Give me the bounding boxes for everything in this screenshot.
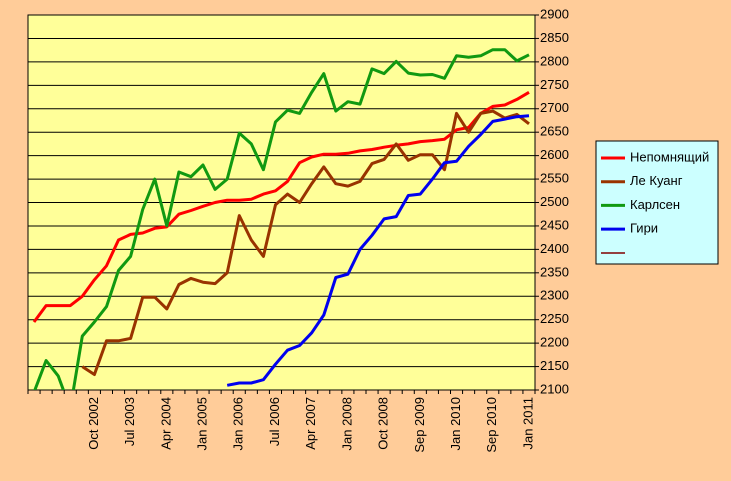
legend-label: Карлсен bbox=[630, 197, 680, 212]
x-tick-label: Oct 2008 bbox=[376, 397, 391, 450]
y-tick-label: 2200 bbox=[540, 335, 569, 350]
x-tick-label: Apr 2007 bbox=[303, 397, 318, 450]
y-tick-label: 2100 bbox=[540, 381, 569, 396]
y-tick-label: 2400 bbox=[540, 241, 569, 256]
y-tick-label: 2800 bbox=[540, 53, 569, 68]
x-tick-label: Jan 2008 bbox=[339, 397, 354, 451]
x-tick-label: Apr 2004 bbox=[158, 397, 173, 450]
x-tick-label: Jan 2010 bbox=[448, 397, 463, 451]
lines bbox=[32, 48, 530, 390]
legend bbox=[595, 140, 719, 265]
labels: 2100 2150 2200 2250 2300 2350 2400 2450 2500 2550… bbox=[86, 6, 569, 452]
y-tick-label: 2350 bbox=[540, 264, 569, 279]
series-line bbox=[81, 109, 530, 376]
series-line bbox=[33, 48, 530, 390]
x-tick-label: Oct 2002 bbox=[86, 397, 101, 450]
y-tick-label: 2900 bbox=[540, 6, 569, 21]
legend-label: Непомнящий bbox=[630, 149, 709, 164]
x-tick-label: Jul 2003 bbox=[122, 397, 137, 446]
legend-label: Гири bbox=[630, 221, 658, 236]
x-tick-label: Jan 2011 bbox=[520, 397, 535, 450]
y-tick-label: 2250 bbox=[540, 311, 569, 326]
x-tick-label: Sep 2009 bbox=[412, 397, 427, 453]
legend-label: Ле Куанг bbox=[630, 173, 683, 188]
x-tick-label: Jan 2006 bbox=[231, 397, 246, 451]
legend-entries: Непомнящий Ле Куанг Карлсен Гири bbox=[601, 149, 709, 236]
x-tick-label: Sep 2010 bbox=[484, 397, 499, 453]
x-tick-label: Jul 2006 bbox=[267, 397, 282, 446]
series-line bbox=[226, 114, 530, 387]
y-tick-label: 2150 bbox=[540, 358, 569, 373]
y-tick-label: 2450 bbox=[540, 217, 569, 232]
y-tick-label: 2550 bbox=[540, 171, 569, 186]
y-tick-label: 2750 bbox=[540, 77, 569, 92]
y-tick-label: 2650 bbox=[540, 124, 569, 139]
series-line bbox=[32, 91, 530, 323]
x-tick-label: Jan 2005 bbox=[194, 397, 209, 451]
y-tick-label: 2600 bbox=[540, 147, 569, 162]
y-tick-label: 2700 bbox=[540, 100, 569, 115]
y-tick-label: 2500 bbox=[540, 194, 569, 209]
y-tick-label: 2850 bbox=[540, 30, 569, 45]
y-tick-label: 2300 bbox=[540, 288, 569, 303]
